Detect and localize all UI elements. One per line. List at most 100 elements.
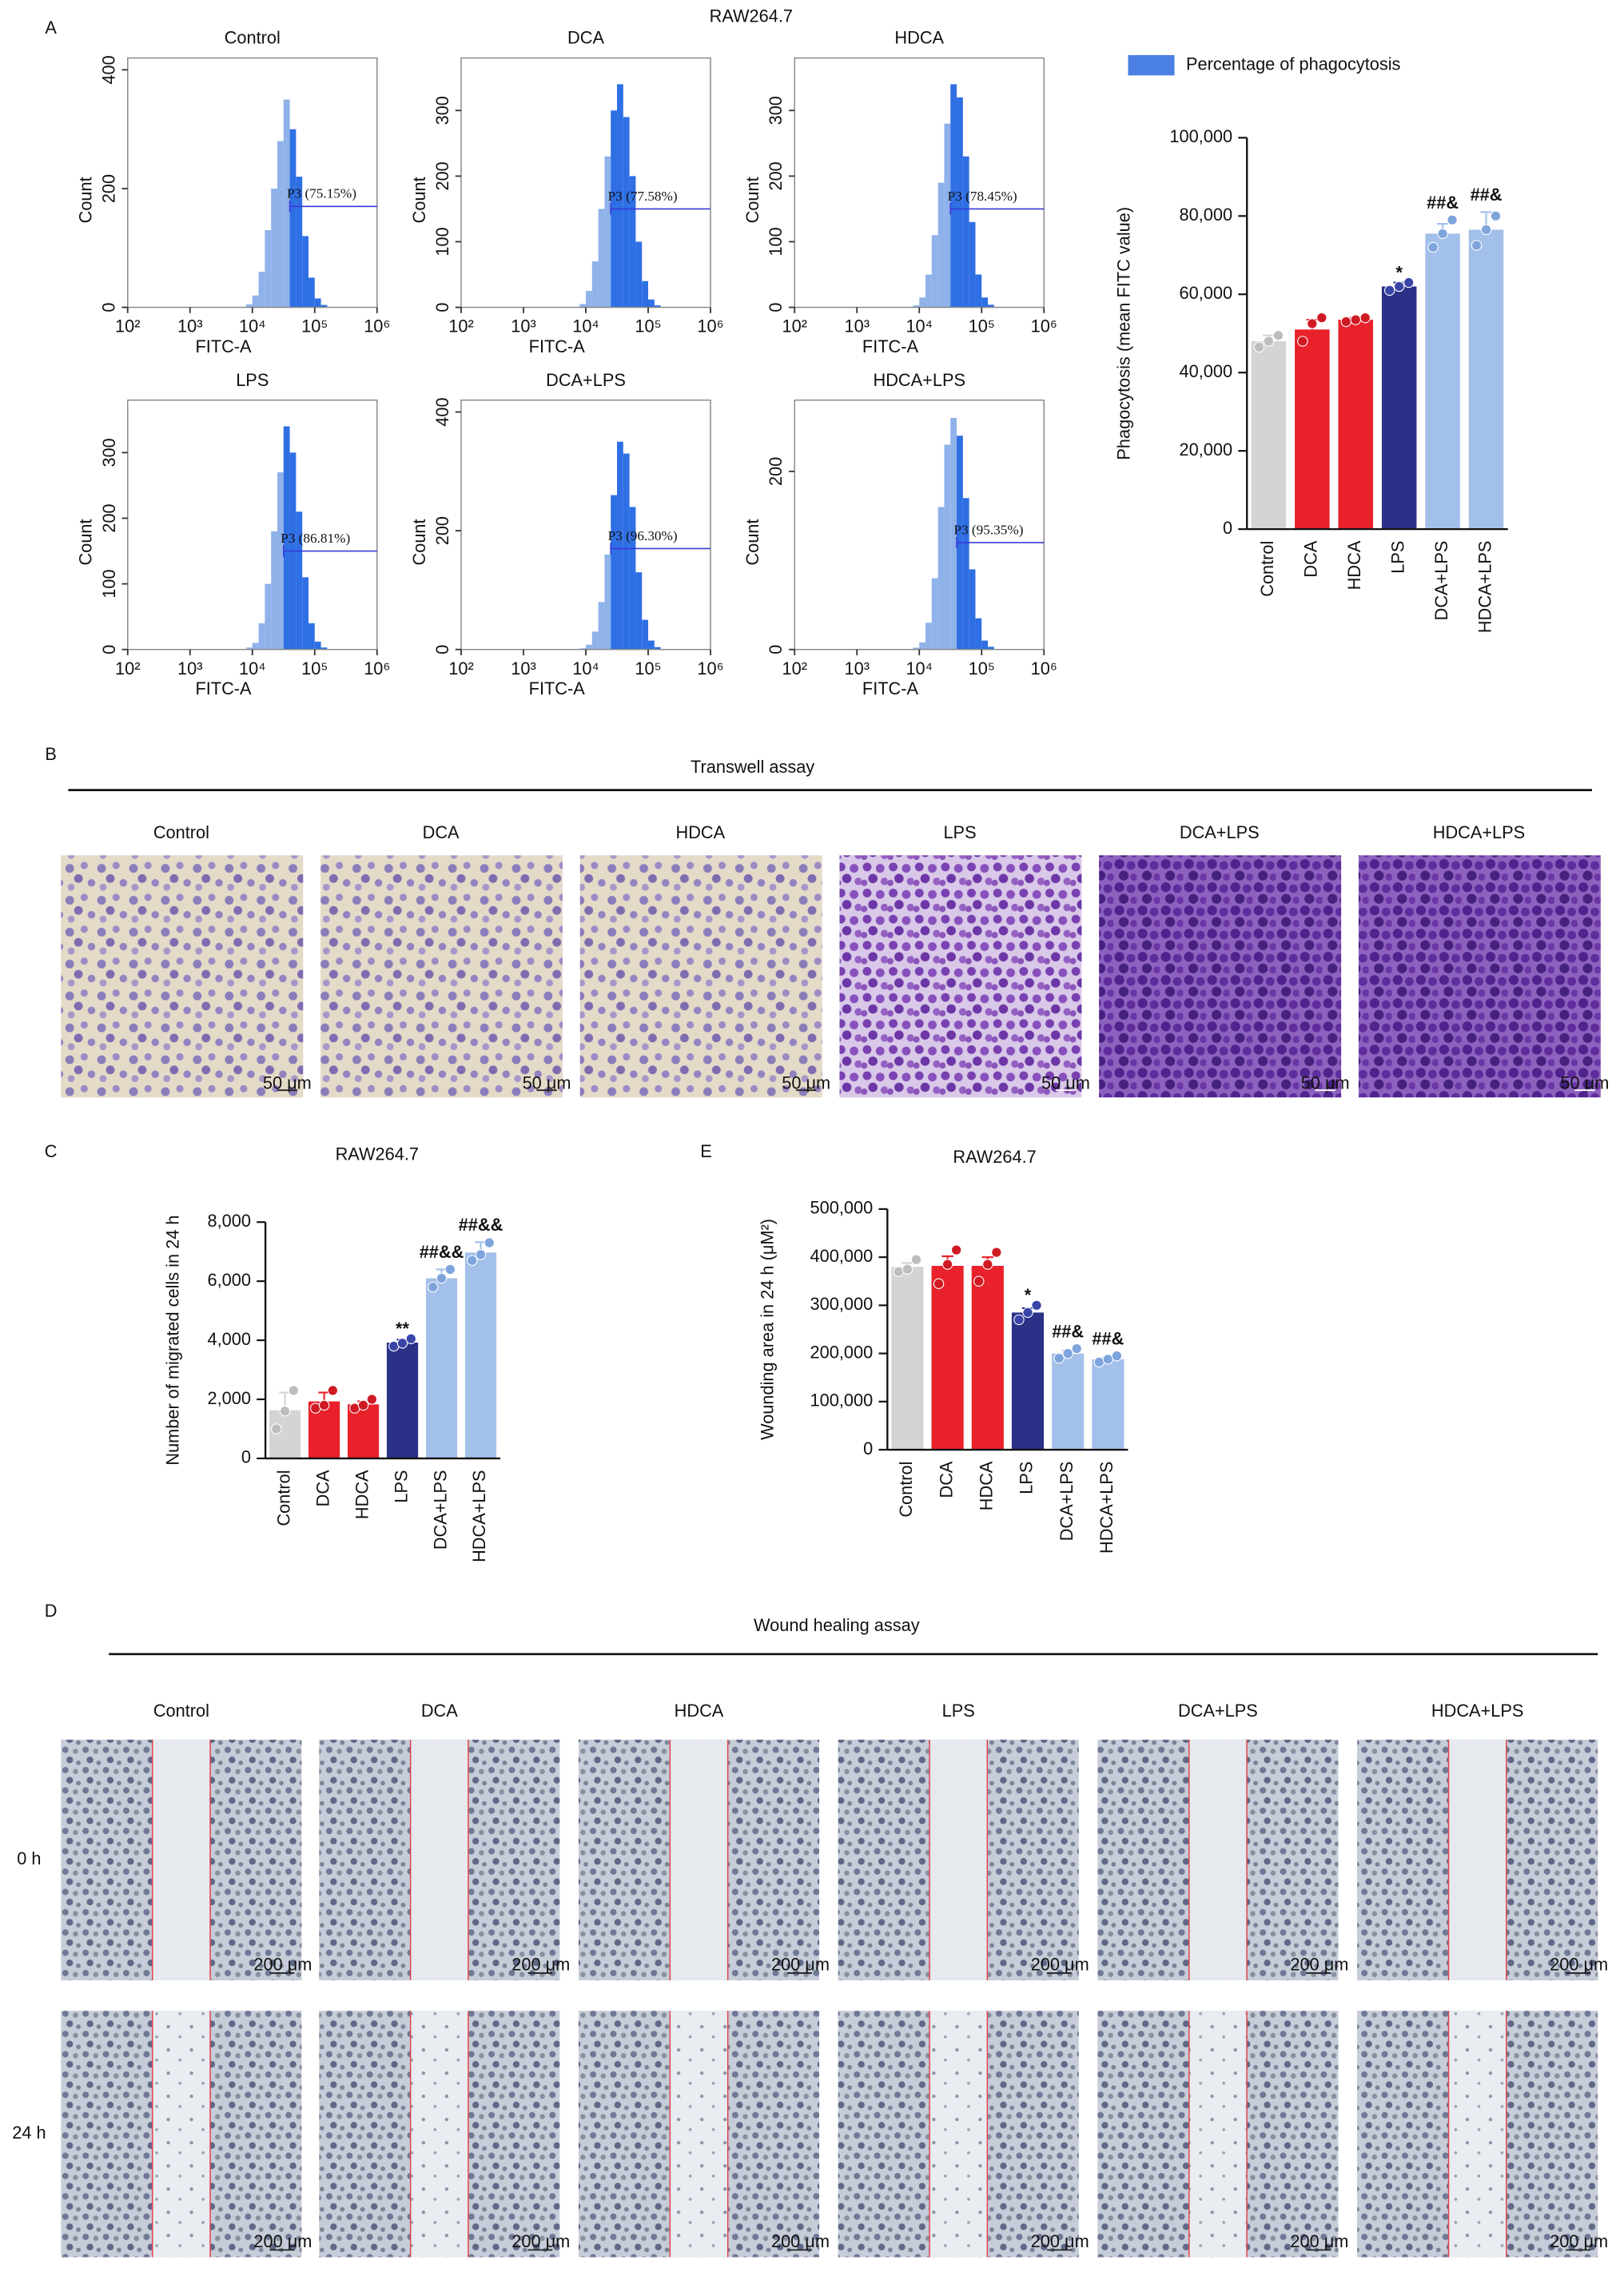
data-point	[933, 1278, 945, 1289]
histogram-bar	[265, 583, 272, 650]
x-tick-label: 10⁵	[969, 316, 995, 336]
bar	[1338, 320, 1374, 530]
bar	[1468, 229, 1504, 530]
data-point	[327, 1385, 339, 1396]
bar	[347, 1404, 380, 1458]
y-tick-label: 0	[432, 303, 452, 312]
bar	[1425, 233, 1460, 530]
histogram-bar	[586, 644, 592, 650]
x-tick-label: 10⁵	[635, 316, 661, 336]
histogram-bar	[937, 507, 945, 650]
histogram-bar	[931, 235, 938, 308]
histogram-bar	[308, 277, 315, 308]
y-tick-label: 0	[241, 1447, 251, 1467]
y-tick-label: 0	[863, 1438, 873, 1458]
annotation: **	[396, 1319, 409, 1339]
y-tick-label: 100,000	[1169, 126, 1232, 146]
y-tick-label: 8,000	[208, 1211, 251, 1231]
x-tick-label: DCA	[312, 1470, 332, 1506]
histogram-bar	[950, 84, 957, 308]
x-tick-label: 10⁴	[239, 316, 266, 336]
x-axis-label: FITC-A	[195, 336, 252, 356]
data-point	[1071, 1343, 1082, 1355]
y-tick-label: 200	[766, 457, 786, 486]
x-tick-label: 10⁶	[1031, 316, 1057, 336]
plot-title: LPS	[236, 370, 269, 390]
y-axis-label: Number of migrated cells in 24 h	[163, 1216, 183, 1466]
annotation: ##&&	[459, 1215, 504, 1235]
bar	[1381, 286, 1417, 530]
histogram-bar	[302, 236, 308, 308]
x-tick-label: DCA+LPS	[1431, 541, 1451, 621]
x-axis-label: FITC-A	[195, 678, 252, 698]
x-tick-label: HDCA+LPS	[469, 1470, 489, 1562]
histogram-bar	[648, 640, 655, 650]
group-label: Control	[153, 822, 209, 842]
histogram-bar	[258, 623, 265, 650]
data-point	[1111, 1350, 1123, 1362]
y-tick-label: 0	[99, 645, 119, 655]
x-tick-label: 10³	[511, 316, 535, 336]
plot-frame	[794, 399, 1045, 651]
y-tick-label: 300	[432, 96, 452, 125]
photo	[61, 855, 304, 1098]
data-point	[1316, 312, 1327, 324]
legend-label: Percentage of phagocytosis	[1186, 54, 1401, 74]
gate-label: P3 (96.30%)	[608, 528, 678, 543]
histogram-bar	[598, 209, 605, 308]
x-tick-label: LPS	[1387, 541, 1407, 574]
histogram-bar	[308, 623, 315, 650]
group-label: HDCA	[675, 822, 725, 842]
histogram-bar	[969, 569, 976, 650]
histogram-bar	[604, 156, 611, 308]
data-point	[1031, 1299, 1042, 1311]
data-point	[893, 1266, 905, 1277]
histogram-bar	[296, 511, 303, 650]
bar	[1092, 1359, 1124, 1450]
panel-label: D	[45, 1601, 58, 1621]
histogram-bar	[913, 305, 920, 308]
bar	[1052, 1353, 1085, 1450]
annotation: ##&	[1092, 1328, 1124, 1348]
y-tick-label: 300	[99, 438, 119, 467]
y-tick-label: 0	[1223, 518, 1232, 538]
data-point	[444, 1263, 456, 1275]
histogram-bar	[981, 297, 989, 308]
bar	[1295, 329, 1330, 530]
data-point	[1471, 240, 1483, 251]
x-tick-label: 10⁵	[635, 659, 661, 678]
data-point	[288, 1385, 300, 1396]
scale-bar-label: 200 μm	[1290, 1955, 1348, 1975]
data-point	[1053, 1352, 1065, 1364]
histogram-bar	[925, 274, 932, 308]
histogram-bar	[617, 441, 623, 650]
data-point	[950, 1244, 962, 1255]
histogram-bar	[642, 619, 649, 650]
data-point	[1350, 314, 1361, 325]
group-label: DCA+LPS	[1180, 822, 1260, 842]
histogram-bar	[975, 618, 982, 650]
y-tick-label: 400	[432, 397, 452, 426]
photo	[839, 855, 1082, 1098]
data-point	[1437, 228, 1448, 240]
histogram-bar	[988, 304, 994, 308]
histogram-bar	[296, 177, 303, 308]
data-point	[1393, 281, 1405, 292]
annotation: *	[1025, 1285, 1032, 1305]
gate-label: P3 (86.81%)	[281, 531, 350, 546]
legend-swatch	[1128, 54, 1175, 76]
y-tick-label: 0	[766, 645, 786, 655]
y-tick-label: 100	[766, 227, 786, 256]
histogram-bar	[950, 417, 957, 650]
histogram-bar	[598, 602, 605, 650]
plot-frame	[794, 57, 1045, 308]
panel-label: A	[45, 18, 57, 38]
y-tick-label: 200	[766, 161, 786, 190]
bar	[425, 1278, 458, 1458]
bar	[1251, 341, 1287, 530]
annotation: ##&&	[420, 1242, 464, 1262]
group-label: HDCA+LPS	[1431, 1701, 1523, 1721]
bar	[269, 1410, 301, 1458]
x-tick-label: 10⁴	[572, 316, 599, 336]
